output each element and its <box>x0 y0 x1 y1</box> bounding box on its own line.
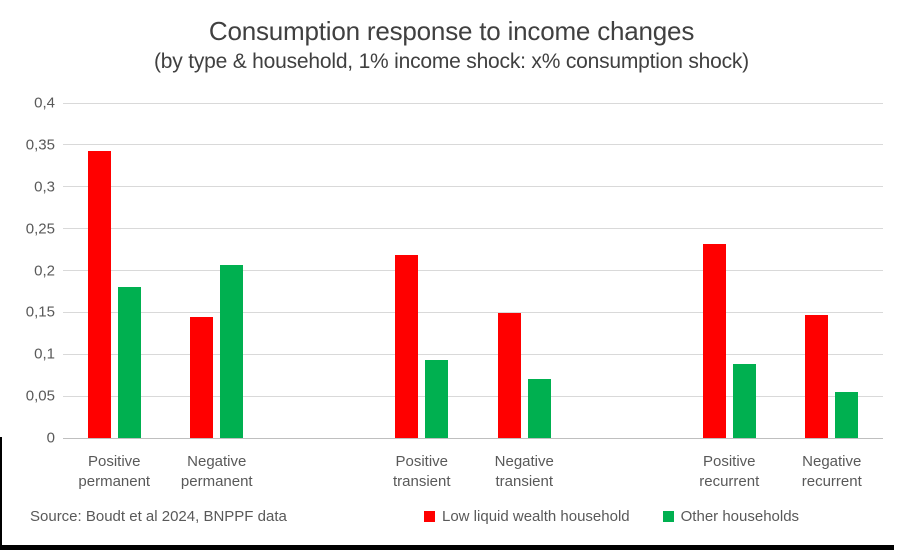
gridline <box>63 311 883 313</box>
gridline <box>63 270 883 271</box>
x-label-positive-recurrent: Positive recurrent <box>699 453 760 490</box>
y-tick-label: 0,35 <box>25 136 55 154</box>
bar-negative-recurrent-low-liquid-wealth-household <box>805 314 829 438</box>
gridline <box>63 186 883 188</box>
x-label-empty <box>268 452 371 492</box>
y-tick-label: 0,3 <box>34 178 55 196</box>
bar-negative-permanent-low-liquid-wealth-household <box>190 317 214 438</box>
x-label-negative-permanent: Negative permanent <box>180 453 253 490</box>
bar-positive-transient-low-liquid-wealth-household <box>395 254 419 438</box>
y-tick-label: 0,2 <box>34 262 55 279</box>
bar-negative-permanent-other-households <box>220 264 244 438</box>
chart-title: Consumption response to income changes <box>208 16 695 46</box>
x-label-negative-recurrent: Negative recurrent <box>801 453 862 490</box>
bar-group-negative-permanent <box>166 103 269 438</box>
bar-group-positive-transient <box>371 103 474 438</box>
bars-area <box>63 103 883 438</box>
bar-positive-permanent-other-households <box>117 287 141 438</box>
legend-label: Other households <box>680 508 800 525</box>
x-label-positive-permanent: Positive permanent <box>78 453 151 490</box>
y-tick-label: 0,05 <box>25 387 55 405</box>
gridline <box>63 437 883 439</box>
bar-positive-transient-other-households <box>425 360 449 438</box>
y-tick-label: 0,1 <box>34 345 55 363</box>
chart-subtitle: (by type & household, 1% income shock: x… <box>154 50 749 73</box>
gridline <box>63 144 883 146</box>
bar-positive-recurrent-low-liquid-wealth-household <box>702 243 726 438</box>
bar-positive-permanent-low-liquid-wealth-household <box>87 150 111 438</box>
legend-swatch-icon <box>424 511 435 522</box>
bar-negative-transient-other-households <box>527 378 551 438</box>
source-note: Source: Boudt et al 2024, BNPPF data <box>30 508 287 525</box>
bar-negative-transient-low-liquid-wealth-household <box>497 313 521 438</box>
y-tick-label: 0,25 <box>25 220 55 238</box>
empty-slot <box>576 103 679 438</box>
y-axis-labels: 0,4 0,35 0,3 0,25 0,2 0,15 0,1 0,05 0 <box>0 95 55 447</box>
y-tick-label: 0 <box>46 429 55 447</box>
gridline <box>63 102 883 104</box>
legend-label: Low liquid wealth household <box>442 508 630 525</box>
bar-group-positive-permanent <box>63 103 166 438</box>
x-label-positive-transient: Positive transient <box>392 453 451 490</box>
bar-group-positive-recurrent <box>678 103 781 438</box>
x-label-negative-transient: Negative transient <box>494 453 554 490</box>
empty-slot <box>268 103 371 438</box>
gridline <box>63 395 883 397</box>
plot-area <box>63 102 883 439</box>
x-axis-labels: Positive permanent Negative permanent Positi… <box>63 452 883 492</box>
x-label-empty <box>576 452 679 492</box>
legend-swatch-icon <box>662 511 674 522</box>
bar-group-negative-recurrent <box>781 103 884 438</box>
bar-group-negative-transient <box>473 103 576 438</box>
gridline <box>63 353 883 355</box>
frame-edge-left <box>0 437 2 550</box>
legend: Low liquid wealth household Other househo… <box>424 508 799 525</box>
bar-negative-recurrent-other-households <box>835 391 859 438</box>
legend-item-low-liquid-wealth-household: Low liquid wealth household <box>424 508 630 525</box>
legend-item-other-households: Other households <box>662 508 800 525</box>
y-tick-label: 0,15 <box>25 303 55 321</box>
gridline <box>63 228 883 230</box>
frame-edge-bottom <box>0 545 894 550</box>
bar-positive-recurrent-other-households <box>732 363 756 438</box>
y-tick-label: 0,4 <box>34 94 55 112</box>
